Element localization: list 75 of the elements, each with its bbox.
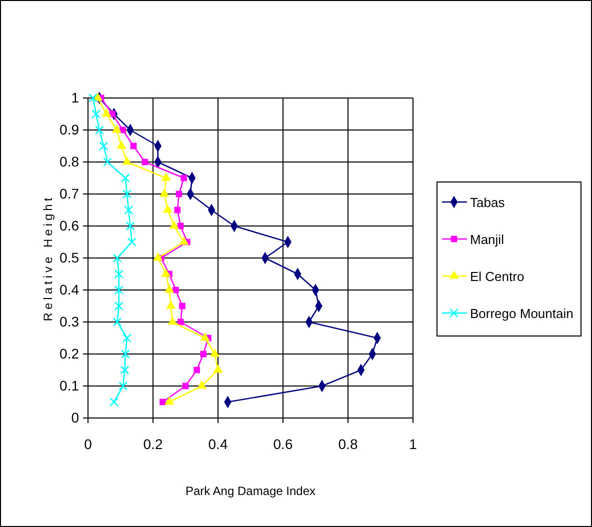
y-tick-label: 0.4 [60, 281, 80, 298]
point [120, 366, 130, 374]
point [112, 254, 122, 262]
point [122, 334, 132, 342]
y-axis-title: Relative Height [41, 194, 55, 322]
x-tick-label: 1 [409, 436, 418, 452]
x-axis-title: Park Ang Damage Index [185, 484, 316, 498]
point [94, 126, 104, 134]
y-tick-label: 0 [71, 409, 80, 426]
x-tick-label: 0.4 [208, 436, 228, 452]
x-tick-label: 0 [84, 436, 92, 452]
y-tick-label: 0.5 [60, 249, 80, 266]
legend-label: Manjil [470, 232, 504, 247]
y-tick-label: 0.2 [60, 345, 80, 362]
point [180, 174, 188, 182]
point [112, 318, 122, 326]
point [126, 222, 135, 230]
point [166, 300, 176, 309]
point [164, 284, 174, 293]
point [92, 110, 101, 118]
point [164, 396, 174, 405]
point [124, 206, 134, 214]
x-tick-label: 0.2 [143, 436, 163, 452]
point [213, 364, 223, 373]
point [161, 268, 171, 277]
y-tick-label: 0.3 [60, 313, 80, 330]
point [196, 380, 207, 389]
point [127, 238, 136, 246]
point [103, 158, 112, 166]
point [194, 366, 200, 374]
point [120, 350, 130, 358]
y-tick-label: 1 [71, 89, 80, 106]
point [161, 172, 171, 181]
point [153, 252, 163, 261]
point [114, 270, 124, 278]
point [112, 124, 122, 133]
y-tick-label: 0.7 [60, 185, 80, 202]
point [182, 382, 189, 390]
legend-label: Tabas [470, 195, 506, 210]
point [110, 398, 118, 406]
x-tick-label: 0.8 [338, 436, 358, 452]
point [142, 158, 148, 166]
point [118, 382, 128, 390]
point [179, 302, 186, 310]
point [168, 316, 178, 325]
point [102, 108, 112, 117]
point [99, 142, 108, 150]
point [114, 302, 124, 310]
point [200, 332, 210, 341]
point [162, 204, 172, 213]
x-tick-label: 0.6 [273, 436, 293, 452]
legend-label: Borrego Mountain [470, 306, 574, 321]
y-tick-label: 0.1 [60, 377, 80, 394]
point [160, 188, 170, 197]
point [122, 190, 132, 198]
y-tick-label: 0.8 [60, 153, 80, 170]
point [122, 156, 132, 165]
point [160, 398, 166, 406]
y-tick-label: 0.6 [60, 217, 80, 234]
point [172, 286, 179, 294]
point [177, 222, 184, 230]
point [88, 94, 98, 102]
point [200, 350, 207, 358]
point [130, 142, 137, 150]
point [210, 348, 220, 357]
point [114, 286, 124, 294]
point [169, 220, 179, 229]
point [177, 318, 184, 326]
point [116, 140, 126, 149]
y-tick-label: 0.9 [60, 121, 80, 138]
point [176, 190, 182, 198]
legend-label: El Centro [470, 269, 524, 284]
point [174, 206, 181, 214]
point [120, 174, 130, 182]
point [179, 236, 189, 245]
